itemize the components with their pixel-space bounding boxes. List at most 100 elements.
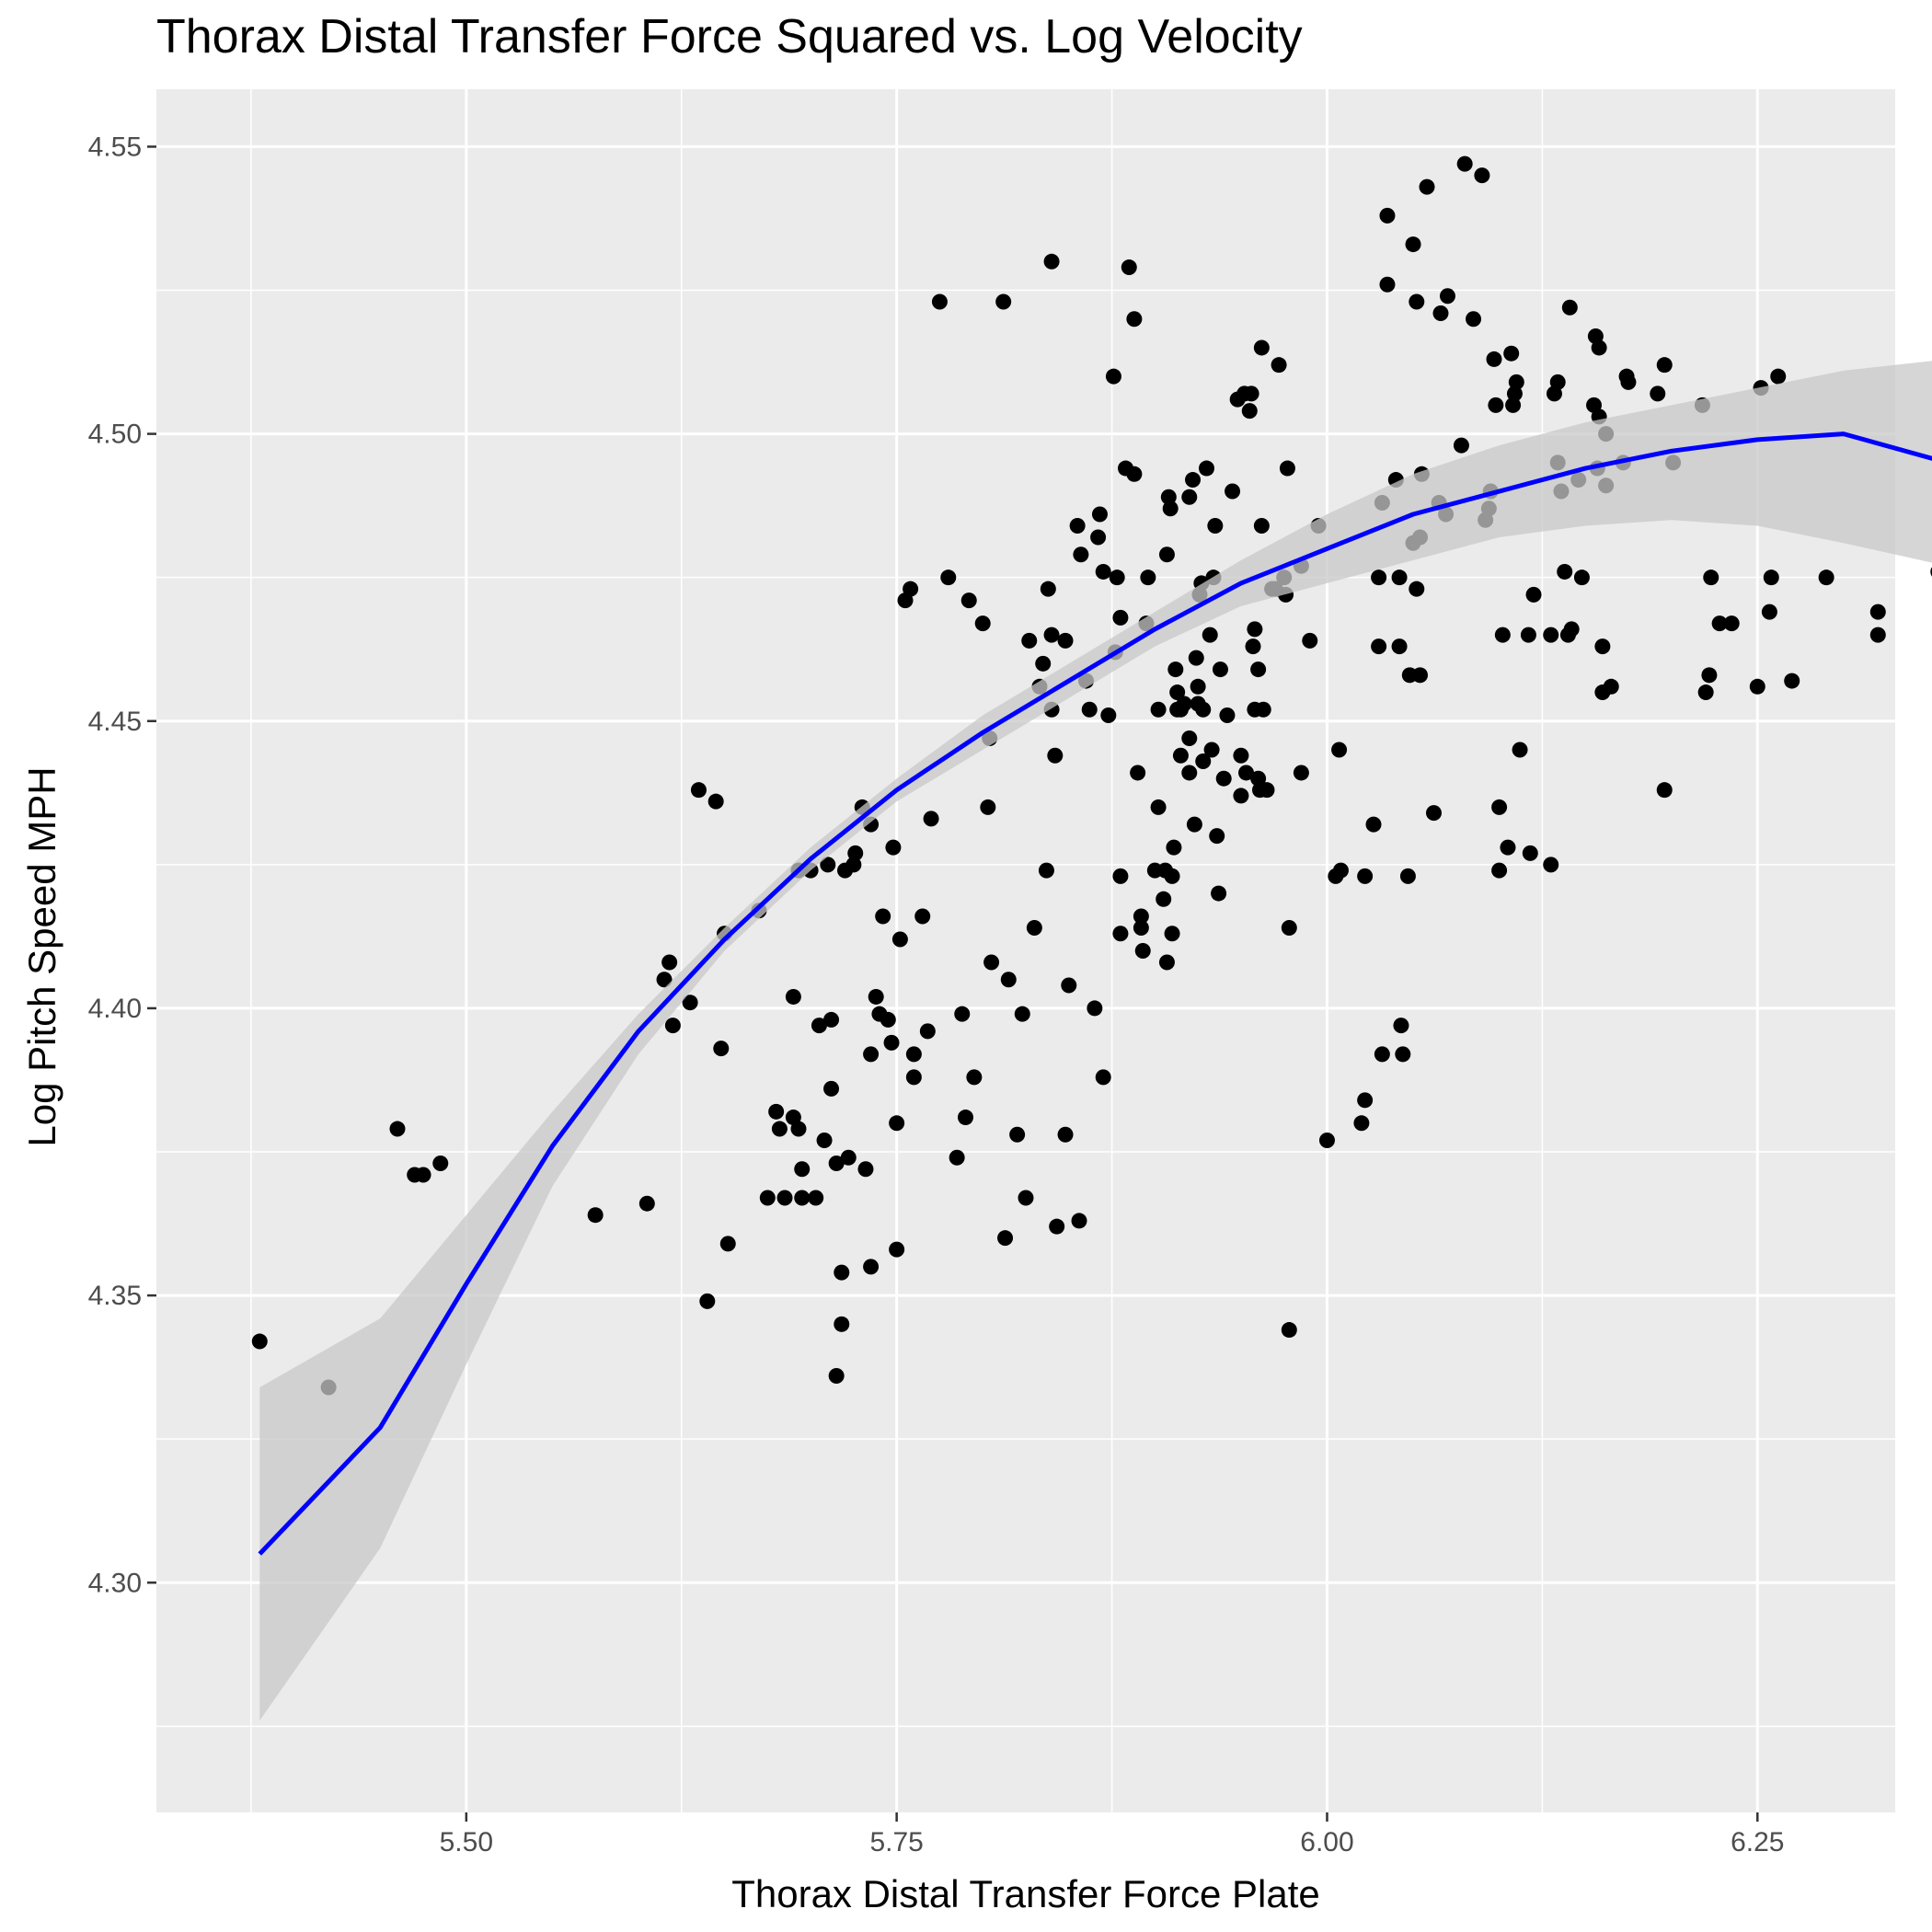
data-point [958, 1110, 974, 1126]
data-point [808, 1190, 824, 1206]
data-point [1253, 517, 1270, 534]
data-point [1503, 345, 1520, 362]
data-point [1158, 546, 1175, 563]
x-tick-label: 6.00 [1300, 1827, 1353, 1857]
data-point [1374, 1046, 1390, 1063]
data-point [1711, 615, 1728, 632]
x-tick-label: 5.50 [440, 1827, 493, 1857]
data-point [1014, 1006, 1030, 1022]
data-point [1425, 805, 1442, 822]
data-point [1474, 167, 1490, 184]
data-point [914, 908, 931, 925]
data-point [1456, 155, 1473, 172]
data-point [905, 1069, 922, 1086]
y-tick-label: 4.35 [88, 1281, 142, 1311]
data-point [1293, 765, 1309, 781]
data-point [794, 1161, 811, 1178]
data-point [1181, 765, 1198, 781]
data-point [1353, 1115, 1370, 1132]
data-point [974, 615, 991, 632]
data-point [1211, 885, 1227, 902]
data-point [1049, 1218, 1065, 1235]
data-point [1331, 742, 1348, 758]
data-point [1195, 701, 1212, 718]
data-point [880, 1011, 896, 1028]
data-point [1057, 1126, 1074, 1143]
data-point [889, 1241, 905, 1258]
data-point [1869, 627, 1886, 643]
data-point [1164, 926, 1180, 942]
data-point [820, 857, 836, 873]
data-point [1505, 397, 1522, 413]
data-point [1061, 977, 1077, 994]
data-point [1603, 678, 1619, 695]
data-point [1486, 351, 1502, 367]
y-tick-label: 4.50 [88, 420, 142, 450]
data-point [923, 811, 939, 827]
data-point [1543, 627, 1559, 643]
data-point [840, 1149, 857, 1166]
data-point [1112, 609, 1129, 626]
data-point [1172, 747, 1189, 764]
data-point [251, 1333, 268, 1350]
data-point [1818, 569, 1834, 586]
data-point [661, 954, 678, 971]
data-point [1522, 845, 1538, 861]
data-point [1150, 701, 1167, 718]
data-point [1169, 684, 1186, 701]
x-tick-label: 5.75 [869, 1827, 923, 1857]
data-point [664, 1018, 681, 1034]
data-point [1073, 546, 1089, 563]
y-tick-label: 4.40 [88, 994, 142, 1024]
chart-title: Thorax Distal Transfer Force Squared vs.… [156, 10, 1303, 63]
data-point [1395, 1046, 1411, 1063]
data-point [1233, 747, 1249, 764]
data-point [857, 1161, 874, 1178]
data-point [1656, 357, 1673, 374]
data-point [931, 293, 948, 310]
data-point [776, 1190, 793, 1206]
data-point [1371, 638, 1387, 655]
data-point [1365, 816, 1382, 833]
data-point [1357, 868, 1374, 884]
data-point [823, 1080, 840, 1097]
data-point [690, 782, 707, 799]
data-point [828, 1368, 845, 1385]
data-point [1026, 920, 1042, 937]
data-point [1259, 782, 1275, 799]
data-point [1302, 632, 1318, 649]
data-point [863, 1259, 880, 1275]
data-point [1112, 868, 1129, 884]
data-point [1186, 816, 1202, 833]
data-point [1238, 765, 1255, 781]
data-point [940, 569, 957, 586]
data-point [995, 293, 1012, 310]
data-point [1100, 707, 1117, 724]
data-point [1167, 661, 1184, 678]
data-point [1543, 857, 1559, 873]
data-point [966, 1069, 983, 1086]
data-point [1121, 259, 1137, 276]
data-point [1087, 1000, 1103, 1017]
data-point [1190, 678, 1206, 695]
data-point [1253, 339, 1270, 356]
data-point [1105, 368, 1121, 385]
data-point [1043, 627, 1060, 643]
data-point [863, 1046, 880, 1063]
data-point [1432, 305, 1449, 321]
data-point [1069, 517, 1086, 534]
data-point [1488, 397, 1504, 413]
data-point [1250, 661, 1267, 678]
data-point [719, 1236, 736, 1252]
data-point [1770, 368, 1787, 385]
data-point [1198, 460, 1214, 477]
data-point [1109, 569, 1125, 586]
data-point [1491, 862, 1508, 879]
data-point [1134, 943, 1151, 959]
data-point [949, 1149, 965, 1166]
data-point [1241, 403, 1258, 420]
confidence-band [259, 361, 1932, 1721]
data-point [883, 1034, 900, 1051]
data-point [997, 1230, 1014, 1247]
data-point [1506, 385, 1523, 402]
